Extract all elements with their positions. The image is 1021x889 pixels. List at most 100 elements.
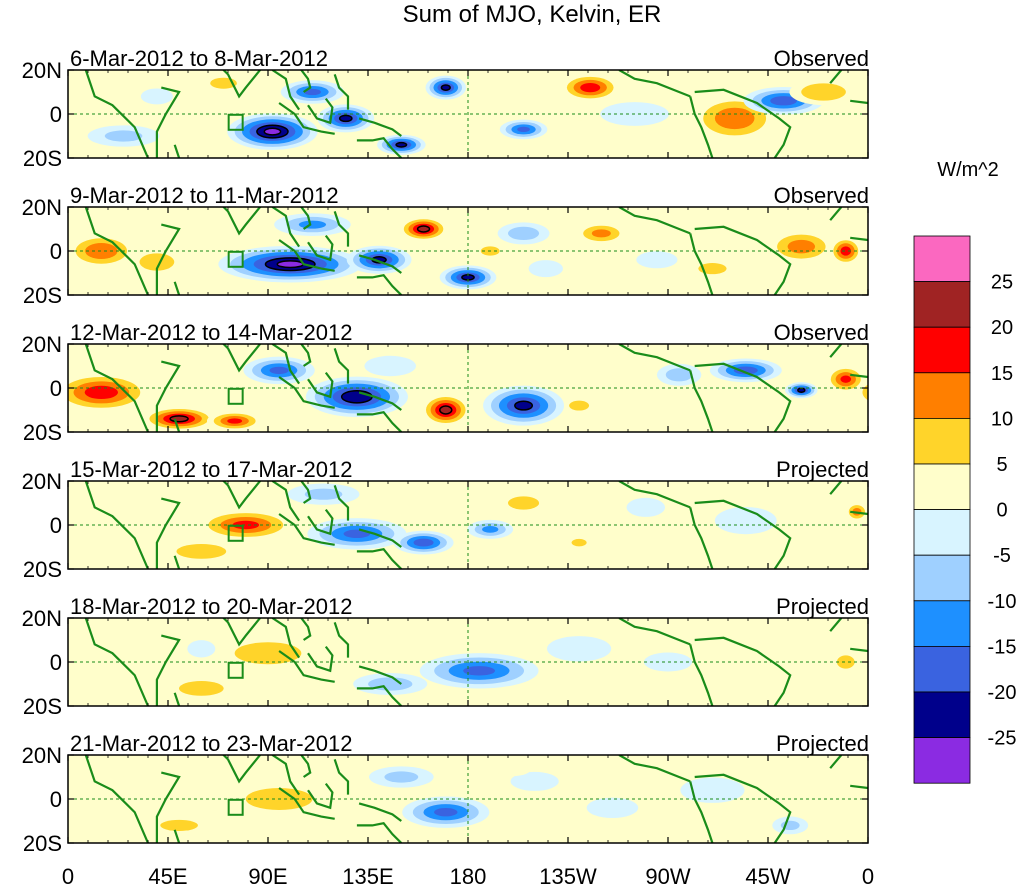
colorbar-swatch [914, 646, 970, 692]
contour-cell [493, 760, 532, 776]
colorbar-swatch [914, 510, 970, 556]
contour-cell [970, 416, 988, 422]
y-tick-label: 20N [22, 195, 62, 220]
colorbar-swatch [914, 282, 970, 328]
contour-cell [1008, 513, 1021, 537]
y-tick-label: 0 [50, 513, 62, 538]
contour-cell [418, 226, 430, 232]
colorbar-level-label: -15 [988, 636, 1017, 658]
contour-cell [715, 108, 755, 129]
colorbar-swatch [914, 236, 970, 282]
y-tick-label: 20S [23, 420, 62, 445]
contour-cell [885, 386, 918, 399]
colorbar-swatch [914, 555, 970, 601]
contour-cell [396, 143, 406, 147]
x-tick-label: 135E [342, 864, 393, 889]
contour-cell [227, 418, 242, 423]
contour-cell [627, 498, 666, 517]
contour-cell [515, 401, 532, 410]
contour-cell [569, 401, 589, 411]
panel-period-label: 12-Mar-2012 to 14-Mar-2012 [70, 320, 352, 345]
y-tick-label: 0 [50, 376, 62, 401]
contour-cell [562, 120, 596, 134]
contour-cell [160, 820, 198, 831]
contour-cell [801, 83, 846, 100]
y-tick-label: 20N [22, 606, 62, 631]
x-tick-label: 0 [862, 864, 874, 889]
contour-cell [170, 416, 188, 422]
contour-cell [1, 83, 46, 100]
colorbar-unit-label: W/m^2 [937, 159, 999, 181]
colorbar-swatch [914, 601, 970, 647]
y-tick-label: 0 [50, 102, 62, 127]
contour-cell [508, 227, 539, 240]
panel-status-label: Observed [774, 183, 869, 208]
contour-cell [176, 544, 226, 559]
contour-cell [364, 356, 416, 376]
colorbar-level-label: 25 [991, 272, 1013, 294]
y-tick-label: 20S [23, 283, 62, 308]
colorbar-level-label: 5 [996, 454, 1007, 476]
panel-status-label: Projected [776, 457, 869, 482]
colorbar-swatch [914, 692, 970, 738]
panel-status-label: Projected [776, 731, 869, 756]
contour-cell [0, 817, 8, 835]
x-tick-label: 0 [62, 864, 74, 889]
x-tick-label: 90E [248, 864, 287, 889]
contour-cell [905, 130, 943, 141]
contour-cell [581, 351, 622, 371]
panel-6: 20N 0 20S 21-Mar-2012 to 23-Mar-2012 Project… [0, 731, 1021, 856]
contour-cell [0, 90, 15, 112]
contour-cell [0, 93, 6, 108]
colorbar-level-label: 15 [991, 363, 1013, 385]
contour-cell [885, 243, 917, 259]
contour-cell [941, 88, 973, 104]
panel-period-label: 15-Mar-2012 to 17-Mar-2012 [70, 457, 352, 482]
contour-cell [384, 771, 418, 782]
y-tick-label: 20S [23, 146, 62, 171]
panel-period-label: 21-Mar-2012 to 23-Mar-2012 [70, 731, 352, 756]
contour-cell [1001, 74, 1021, 92]
contour-cell [508, 496, 539, 509]
contour-cell [340, 115, 352, 121]
contour-cell [888, 125, 960, 146]
contour-cell [0, 235, 26, 259]
contour-cell [837, 655, 855, 668]
panel-2: 20N 0 20S 9-Mar-2012 to 11-Mar-2012 Observed [0, 183, 1021, 308]
x-tick-label: 180 [450, 864, 487, 889]
contour-cell [482, 526, 498, 533]
panel-status-label: Projected [776, 594, 869, 619]
y-tick-label: 20S [23, 557, 62, 582]
colorbar-level-label: -5 [993, 545, 1011, 567]
y-tick-label: 20N [22, 58, 62, 83]
colorbar-level-label: -20 [988, 682, 1017, 704]
colorbar-level-label: 10 [991, 408, 1013, 430]
contour-cell [798, 388, 805, 392]
colorbar-swatch [914, 738, 970, 784]
contour-cell [1010, 78, 1021, 89]
contour-cell [270, 367, 289, 374]
panel-status-label: Observed [774, 320, 869, 345]
contour-cell [277, 261, 303, 268]
contour-cell [0, 240, 15, 254]
y-tick-label: 20S [23, 694, 62, 719]
contour-cell [517, 127, 530, 132]
contour-cell [187, 640, 215, 657]
x-tick-label: 45E [148, 864, 187, 889]
contour-cell [389, 88, 423, 105]
contour-cell [414, 539, 434, 547]
x-tick-label: 45W [745, 864, 790, 889]
panel-period-label: 6-Mar-2012 to 8-Mar-2012 [70, 46, 328, 71]
contour-cell [580, 83, 600, 92]
colorbar-level-label: 0 [996, 500, 1007, 522]
contour-cell [636, 251, 677, 268]
contour-cell [0, 384, 14, 397]
y-tick-label: 20N [22, 469, 62, 494]
contour-cell [264, 128, 280, 135]
panel-period-label: 9-Mar-2012 to 11-Mar-2012 [70, 183, 339, 208]
y-tick-label: 20N [22, 332, 62, 357]
panel-5: 20N020S18-Mar-2012 to 20-Mar-2012 Project… [0, 594, 1021, 719]
contour-cell [342, 391, 372, 403]
colorbar-level-label: 20 [991, 317, 1013, 339]
